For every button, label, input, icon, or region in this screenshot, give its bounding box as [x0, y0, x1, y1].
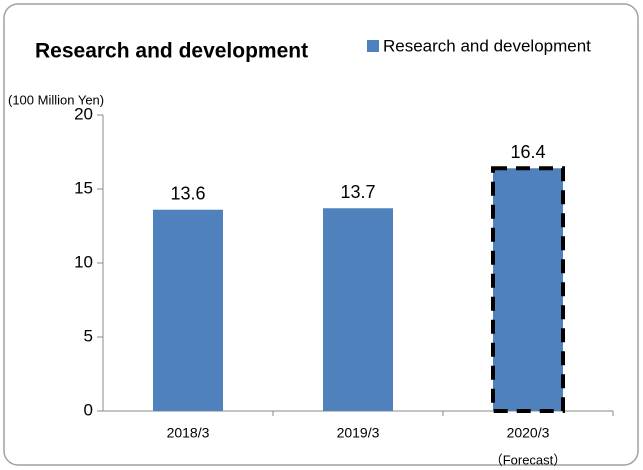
annotation: （Forecast） — [490, 452, 567, 467]
data-label: 13.7 — [340, 182, 375, 202]
x-tick-label: 2020/3 — [507, 425, 550, 441]
y-tick-label: 5 — [84, 326, 93, 345]
bar — [323, 208, 393, 411]
x-tick-label: 2018/3 — [167, 425, 210, 441]
y-tick-label: 10 — [74, 252, 93, 271]
y-tick-label: 0 — [84, 400, 93, 419]
x-tick-label: 2019/3 — [337, 425, 380, 441]
y-tick-label: 20 — [74, 104, 93, 123]
bar — [493, 168, 563, 411]
bar — [153, 209, 223, 411]
data-label: 13.6 — [170, 183, 205, 203]
legend-label: Research and development — [383, 36, 591, 55]
y-tick-label: 15 — [74, 178, 93, 197]
y-axis-label: (100 Million Yen) — [8, 92, 104, 107]
legend-swatch — [367, 40, 379, 52]
data-label: 16.4 — [510, 142, 545, 162]
chart-title: Research and development — [35, 40, 308, 63]
forecast-outline — [491, 166, 565, 413]
